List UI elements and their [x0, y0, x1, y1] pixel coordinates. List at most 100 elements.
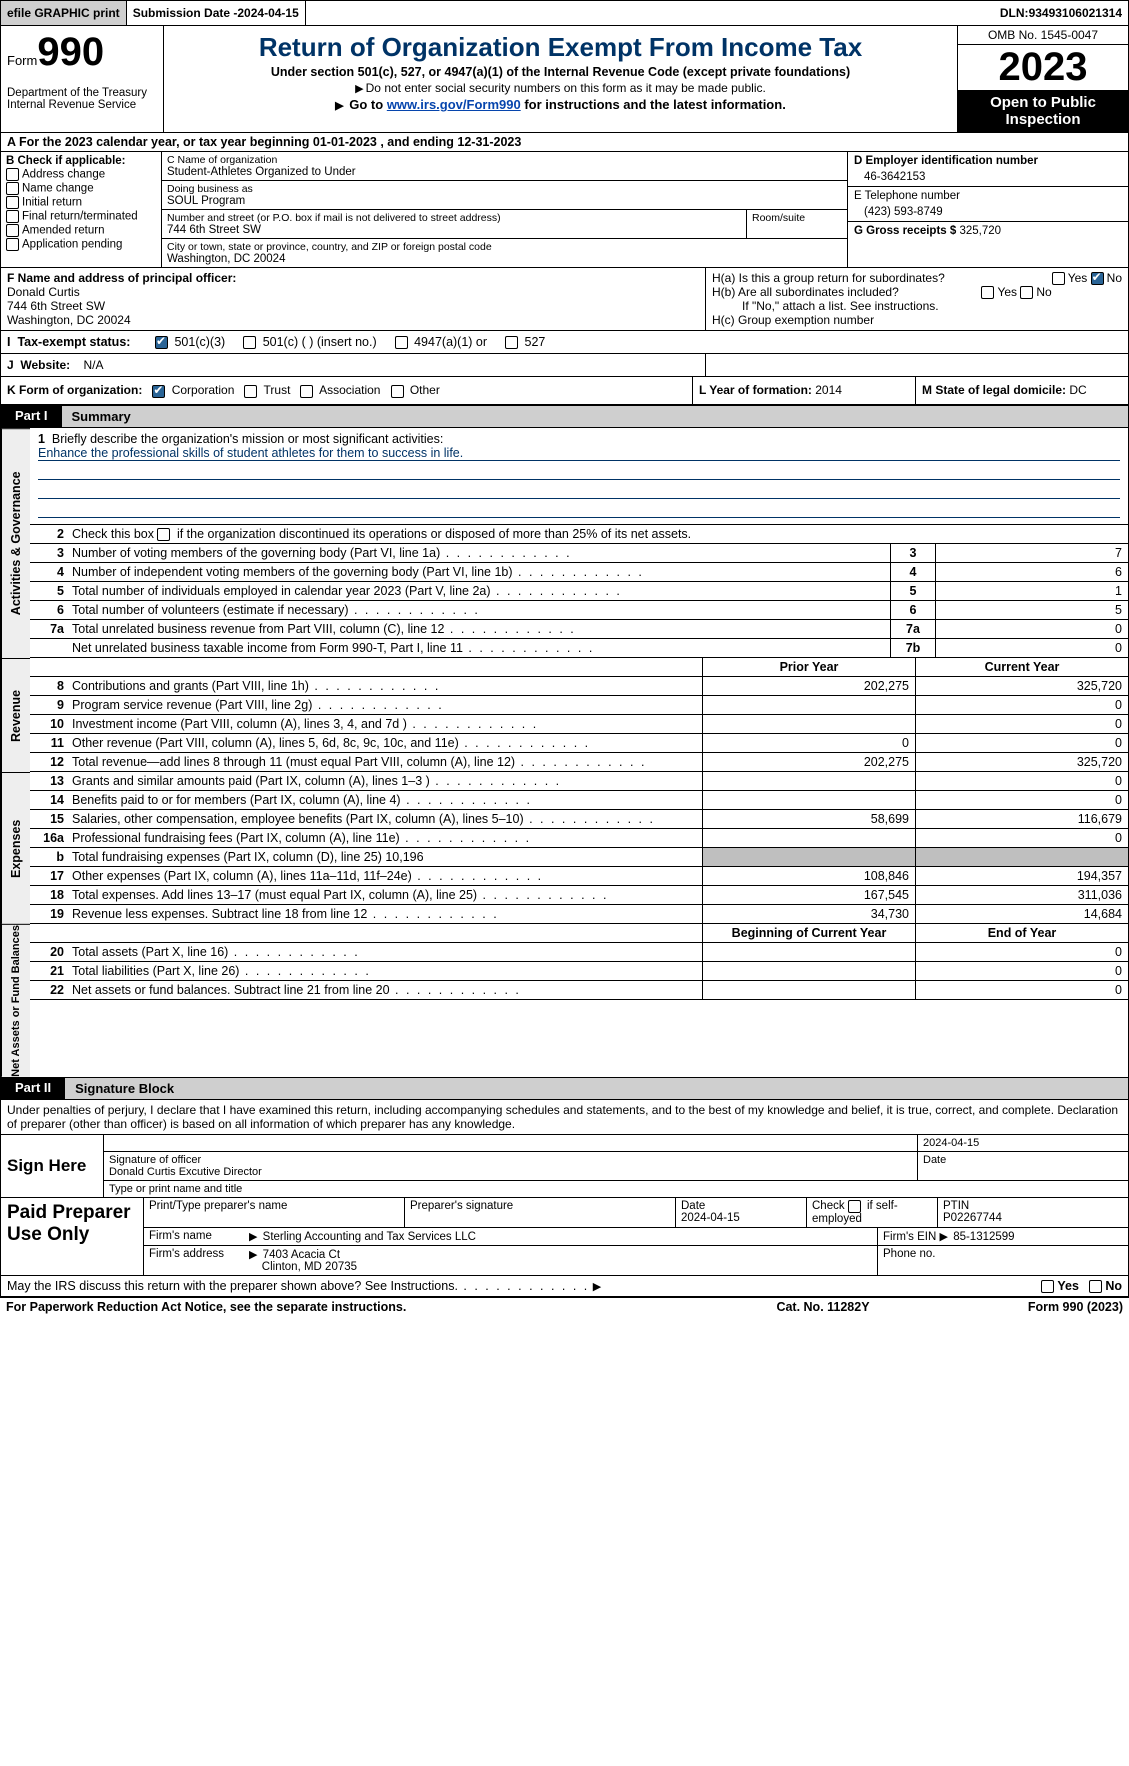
current-year-val: 0: [915, 962, 1128, 980]
may-yes-checkbox[interactable]: [1041, 1280, 1054, 1293]
tax-year: 2023: [958, 45, 1128, 90]
state-domicile: DC: [1069, 383, 1086, 397]
line-num: 7a: [30, 620, 68, 638]
line-desc: Revenue less expenses. Subtract line 18 …: [68, 905, 702, 923]
ptin-hdr: PTIN: [943, 1200, 969, 1212]
line-num: 20: [30, 943, 68, 961]
checkbox-name-change[interactable]: [6, 182, 19, 195]
k-corp-checkbox[interactable]: [152, 385, 165, 398]
k-trust-checkbox[interactable]: [244, 385, 257, 398]
mission-text: Enhance the professional skills of stude…: [38, 446, 1120, 461]
firm-ein-lbl: Firm's EIN: [883, 1231, 936, 1243]
arrow-icon: ▶: [355, 83, 363, 95]
checkbox-amended-return[interactable]: [6, 224, 19, 237]
yes-label: Yes: [997, 285, 1017, 299]
paperwork-notice: For Paperwork Reduction Act Notice, see …: [6, 1300, 723, 1314]
f-label: F Name and address of principal officer:: [7, 271, 236, 285]
i-501c-checkbox[interactable]: [243, 336, 256, 349]
omb-number: OMB No. 1545-0047: [958, 26, 1128, 45]
submission-date-label: Submission Date -: [133, 6, 238, 20]
firm-name: Sterling Accounting and Tax Services LLC: [263, 1231, 476, 1243]
current-year-val: 0: [915, 696, 1128, 714]
arrow-icon: ▶: [249, 1249, 257, 1261]
prior-year-val: 202,275: [702, 677, 915, 695]
tel-value: (423) 593-8749: [854, 202, 1122, 218]
k-assoc-checkbox[interactable]: [300, 385, 313, 398]
line2: Check this box Check this box if the org…: [72, 527, 691, 541]
ha-yes-checkbox[interactable]: [1052, 272, 1065, 285]
gross-label: G Gross receipts $: [854, 225, 959, 237]
line-val: 0: [935, 620, 1128, 638]
prior-year-val: 108,846: [702, 867, 915, 885]
line-num: 11: [30, 734, 68, 752]
ptin-value: P02267744: [943, 1212, 1002, 1224]
checkbox-final-return[interactable]: [6, 210, 19, 223]
current-year-val: 0: [915, 943, 1128, 961]
prep-date: 2024-04-15: [681, 1212, 740, 1224]
line2-checkbox[interactable]: [157, 528, 170, 541]
line-num: 22: [30, 981, 68, 999]
irs-link[interactable]: www.irs.gov/Form990: [387, 97, 521, 112]
prior-year-val: [702, 848, 915, 866]
firm-name-lbl: Firm's name: [144, 1228, 244, 1245]
line-key: 3: [890, 544, 935, 562]
may-discuss: May the IRS discuss this return with the…: [7, 1279, 458, 1293]
checkbox-initial-return[interactable]: [6, 196, 19, 209]
prior-year-val: [702, 696, 915, 714]
dba-name: SOUL Program: [167, 195, 842, 207]
hb-no-checkbox[interactable]: [1020, 286, 1033, 299]
c-name-label: C Name of organization: [167, 154, 842, 166]
opt-initial-return: Initial return: [22, 197, 82, 209]
k-other-checkbox[interactable]: [391, 385, 404, 398]
hb-label: H(b) Are all subordinates included?: [712, 285, 899, 299]
city: Washington, DC 20024: [167, 253, 842, 265]
officer-name: Donald Curtis: [7, 285, 80, 299]
part-ii-tab: Part II: [1, 1077, 65, 1100]
i-501c3-checkbox[interactable]: [155, 336, 168, 349]
line-desc: Other revenue (Part VIII, column (A), li…: [68, 734, 702, 752]
line-val: 6: [935, 563, 1128, 581]
prior-year-val: [702, 943, 915, 961]
line-val: 5: [935, 601, 1128, 619]
part-ii-title: Signature Block: [65, 1077, 1128, 1100]
current-year-val: 0: [915, 772, 1128, 790]
prep-sig-hdr: Preparer's signature: [405, 1198, 676, 1227]
form-subtitle: Under section 501(c), 527, or 4947(a)(1)…: [170, 65, 951, 79]
efile-banner: efile GRAPHIC print: [1, 1, 127, 25]
phone-lbl: Phone no.: [878, 1246, 1128, 1275]
may-no-checkbox[interactable]: [1089, 1280, 1102, 1293]
prior-year-val: 167,545: [702, 886, 915, 904]
ein-label: D Employer identification number: [854, 155, 1122, 167]
checkbox-application-pending[interactable]: [6, 238, 19, 251]
opt-final-return: Final return/terminated: [22, 211, 138, 223]
dln-label: DLN:: [1000, 6, 1029, 20]
line-key: 7b: [890, 639, 935, 657]
no-label: No: [1107, 271, 1122, 285]
arrow-icon: ▶: [940, 1231, 948, 1243]
paid-preparer-label: Paid Preparer Use Only: [1, 1198, 144, 1275]
sidelabel-expenses: Expenses: [1, 772, 30, 924]
checkbox-address-change[interactable]: [6, 168, 19, 181]
ha-no-checkbox[interactable]: [1091, 272, 1104, 285]
no-label: No: [1036, 285, 1051, 299]
i-4947: 4947(a)(1) or: [414, 335, 487, 349]
i-501c3: 501(c)(3): [174, 335, 225, 349]
self-employed-checkbox[interactable]: [848, 1200, 861, 1213]
i-4947-checkbox[interactable]: [395, 336, 408, 349]
current-year-hdr: Current Year: [915, 658, 1128, 676]
line-desc: Total unrelated business revenue from Pa…: [68, 620, 890, 638]
bcy-hdr: Beginning of Current Year: [702, 924, 915, 942]
line-desc: Salaries, other compensation, employee b…: [68, 810, 702, 828]
line-num: 14: [30, 791, 68, 809]
type-name-lbl: Type or print name and title: [104, 1181, 1128, 1197]
hb-yes-checkbox[interactable]: [981, 286, 994, 299]
line-desc: Net assets or fund balances. Subtract li…: [68, 981, 702, 999]
line-num: 3: [30, 544, 68, 562]
gross-value: 325,720: [959, 225, 1001, 237]
opt-application-pending: Application pending: [22, 239, 122, 251]
line-desc: Investment income (Part VIII, column (A)…: [68, 715, 702, 733]
i-527-checkbox[interactable]: [505, 336, 518, 349]
line-key: 4: [890, 563, 935, 581]
arrow-icon: ▶: [593, 1281, 601, 1293]
current-year-val: 0: [915, 981, 1128, 999]
